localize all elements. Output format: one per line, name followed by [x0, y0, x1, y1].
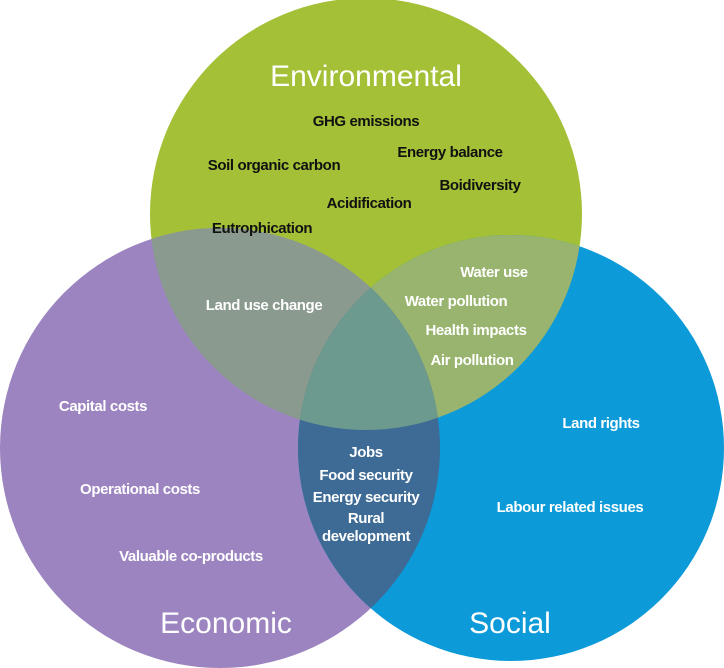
env-soc-overlap [298, 235, 582, 430]
item: Labour related issues [497, 499, 644, 516]
item: Water use [460, 264, 528, 281]
item: Boidiversity [439, 177, 521, 194]
item: Jobs [349, 444, 382, 461]
item: Soil organic carbon [208, 157, 341, 174]
circle-title: Economic [160, 607, 292, 640]
circle-title: Environmental [270, 60, 462, 93]
item: Water pollution [405, 293, 508, 310]
item: Energy security [313, 489, 421, 506]
item: Eutrophication [212, 220, 312, 237]
circle-title: Social [469, 607, 551, 640]
item: Land rights [562, 415, 639, 432]
item: Air pollution [430, 352, 513, 369]
item: Land use change [206, 297, 323, 314]
item: Energy balance [397, 144, 502, 161]
item: Valuable co-products [119, 548, 263, 565]
item: Operational costs [80, 481, 200, 498]
item: Food security [319, 467, 413, 484]
item: Acidification [327, 195, 412, 212]
item: Rural development [322, 510, 411, 545]
item: GHG emissions [313, 113, 420, 130]
item: Health impacts [425, 322, 526, 339]
item: Capital costs [59, 398, 147, 415]
env-eco-overlap [150, 228, 440, 430]
